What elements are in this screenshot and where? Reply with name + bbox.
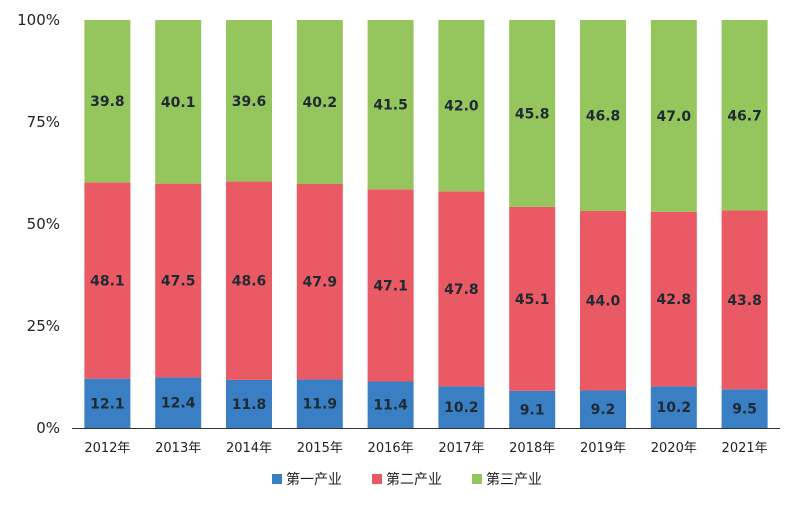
data-label: 41.5 xyxy=(373,98,408,114)
data-label: 44.0 xyxy=(586,294,621,310)
data-label: 11.9 xyxy=(303,397,338,413)
legend-swatch xyxy=(372,474,382,484)
bars: 12.1 48.1 39.8 12.4 47.5 40.1 11.8 48.6 39.6 11.9… xyxy=(84,20,768,428)
x-tick-label: 2014年 xyxy=(226,441,272,456)
data-label: 11.4 xyxy=(373,398,408,414)
data-label: 10.2 xyxy=(444,400,479,416)
legend-swatch xyxy=(272,474,282,484)
data-label: 48.1 xyxy=(90,274,125,290)
data-label: 39.6 xyxy=(232,94,267,110)
legend-label: 第二产业 xyxy=(386,471,442,488)
x-tick-label: 2020年 xyxy=(651,441,697,456)
bar-segment xyxy=(650,20,697,212)
bar-segment xyxy=(296,20,343,185)
bar-segment xyxy=(155,20,202,184)
bar-segment xyxy=(84,378,131,428)
bar-segment xyxy=(509,206,556,391)
y-tick-label: 50% xyxy=(27,215,60,233)
bar-segment xyxy=(155,183,202,378)
data-label: 9.5 xyxy=(732,402,757,418)
data-label: 46.8 xyxy=(586,108,621,124)
data-label: 42.8 xyxy=(657,292,692,308)
data-label: 45.1 xyxy=(515,292,550,308)
data-label: 45.8 xyxy=(515,106,550,122)
data-label: 9.2 xyxy=(591,402,616,418)
x-tick-label: 2021年 xyxy=(722,441,768,456)
bar-segment xyxy=(438,386,485,428)
x-tick-label: 2013年 xyxy=(155,441,201,456)
data-label: 12.4 xyxy=(161,396,196,412)
data-label: 43.8 xyxy=(727,293,762,309)
y-tick-label: 25% xyxy=(27,317,60,335)
data-label: 47.9 xyxy=(303,275,338,291)
bar-segment xyxy=(84,20,131,183)
y-axis: 0% 25% 50% 75% 100% xyxy=(17,11,60,437)
bar-segment xyxy=(721,389,768,428)
data-label: 11.8 xyxy=(232,397,267,413)
bar-segment xyxy=(650,386,697,428)
x-tick-label: 2016年 xyxy=(368,441,414,456)
bar-segment xyxy=(438,20,485,192)
x-tick-label: 2019年 xyxy=(580,441,626,456)
bar-segment xyxy=(721,20,768,211)
data-label: 40.1 xyxy=(161,95,196,111)
data-label: 40.2 xyxy=(303,95,338,111)
bar-segment xyxy=(226,379,272,428)
bar-segment xyxy=(580,20,626,211)
data-label: 47.1 xyxy=(373,278,408,294)
data-label: 46.7 xyxy=(727,108,762,124)
data-label: 10.2 xyxy=(657,400,692,416)
x-axis: 2012年 2013年 2014年 2015年 2016年 2017年 2018年 2019年… xyxy=(72,428,780,456)
x-tick-label: 2015年 xyxy=(297,441,343,456)
bar-segment xyxy=(226,181,272,380)
y-tick-label: 100% xyxy=(17,11,60,29)
bar-segment xyxy=(296,379,343,428)
bar-segment xyxy=(155,377,202,428)
bar-segment xyxy=(509,390,556,428)
bar-segment xyxy=(367,189,414,382)
data-label: 48.6 xyxy=(232,274,267,290)
bar-segment xyxy=(650,211,697,387)
data-label: 39.8 xyxy=(90,94,125,110)
data-label: 47.0 xyxy=(657,109,692,125)
y-tick-label: 75% xyxy=(27,113,60,131)
legend-swatch xyxy=(472,474,482,484)
bar-segment xyxy=(367,20,414,190)
bar-segment xyxy=(580,210,626,391)
bar-segment xyxy=(721,210,768,390)
bar-segment xyxy=(367,381,414,428)
bar-segment xyxy=(296,184,343,380)
bar-segment xyxy=(509,20,556,207)
legend-label: 第三产业 xyxy=(486,471,542,488)
bar-segment xyxy=(438,191,485,387)
x-tick-label: 2012年 xyxy=(84,441,130,456)
x-tick-label: 2017年 xyxy=(438,441,484,456)
data-label: 12.1 xyxy=(90,396,125,412)
bar-segment xyxy=(580,390,626,428)
data-label: 47.5 xyxy=(161,274,196,290)
legend-label: 第一产业 xyxy=(286,471,342,488)
bar-segment xyxy=(84,182,131,379)
data-label: 9.1 xyxy=(520,402,545,418)
data-label: 47.8 xyxy=(444,282,479,298)
bar-segment xyxy=(226,20,272,182)
data-label: 42.0 xyxy=(444,99,479,115)
x-tick-label: 2018年 xyxy=(509,441,555,456)
legend: 第一产业 第二产业 第三产业 xyxy=(272,471,542,488)
y-tick-label: 0% xyxy=(36,419,60,437)
